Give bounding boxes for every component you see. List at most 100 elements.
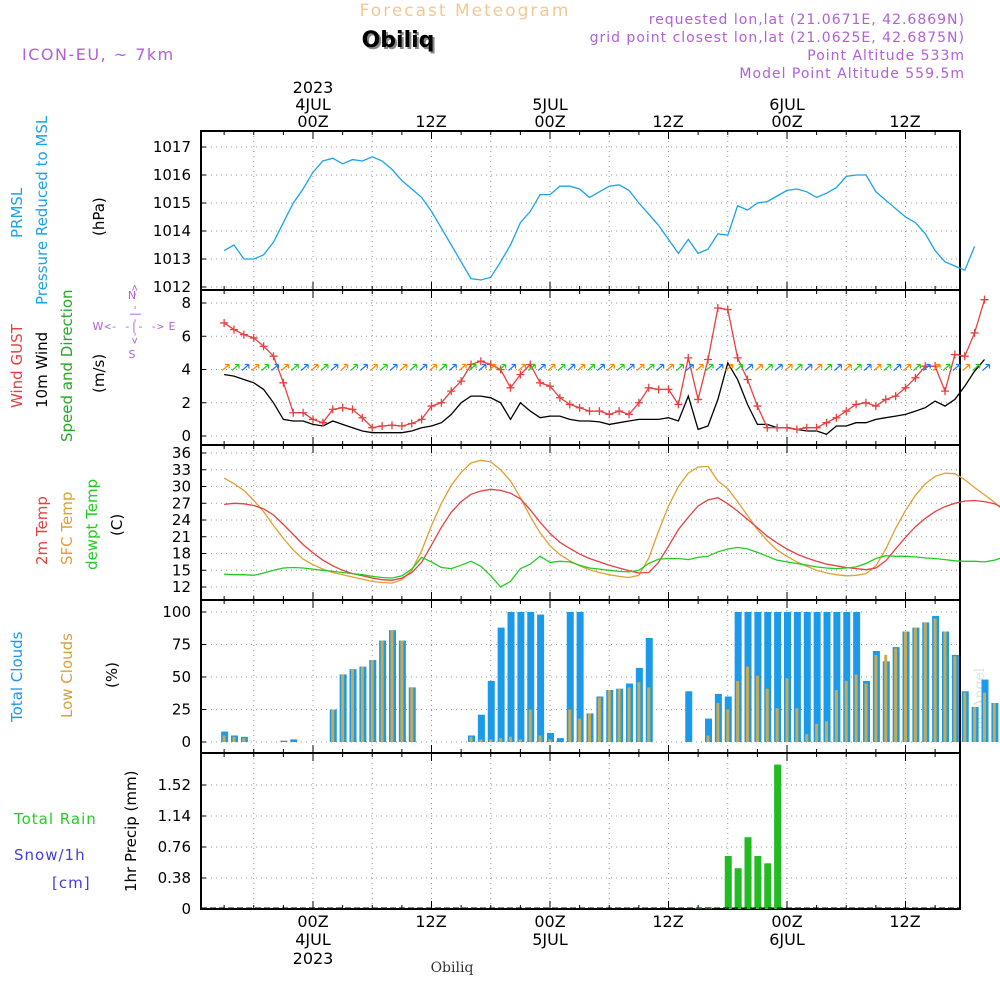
- wind-direction-arrow: [893, 363, 902, 371]
- wind-direction-arrow: [863, 363, 872, 371]
- gust-marker: [220, 318, 229, 327]
- wind-direction-arrow: [883, 363, 892, 371]
- gust-marker: [802, 423, 811, 432]
- wind-direction-arrow: [922, 363, 931, 371]
- y-tick-label: 15: [172, 561, 191, 579]
- wind-direction-arrow: [567, 363, 576, 371]
- total-clouds-bar: [487, 680, 495, 742]
- compass-rose: N S W E <- -|- -> <- -|- ->: [93, 284, 176, 361]
- wind-direction-arrow: [300, 363, 309, 371]
- wind-direction-arrow: [547, 363, 556, 371]
- y-tick-label: 6: [181, 327, 191, 345]
- gust-marker: [595, 407, 604, 416]
- low-clouds-bar: [578, 718, 582, 742]
- gust-marker: [299, 408, 308, 417]
- y-tick-label: 30: [172, 478, 191, 496]
- wind-direction-arrow: [399, 363, 408, 371]
- wind-direction-arrow: [320, 363, 329, 371]
- low-clouds-bar: [232, 736, 236, 742]
- top-time-axis: 2023 4JUL 5JUL 6JUL 00Z 12Z 00Z 12Z 00Z …: [293, 78, 921, 131]
- gust-marker: [792, 425, 801, 434]
- station-title-shadow: Obiliq: [364, 30, 437, 55]
- pressure-panel-labels: PRMSL Pressure Reduced to MSL (hPa): [8, 115, 108, 305]
- y-tick-label: 36: [172, 444, 191, 462]
- gust-marker: [664, 385, 673, 394]
- gust-marker: [704, 355, 712, 364]
- top-tick-label: 00Z: [534, 112, 565, 131]
- gust-marker: [743, 375, 752, 384]
- low-clouds-label: Low Clouds: [58, 633, 76, 718]
- total-clouds-bar: [527, 612, 535, 742]
- gust-marker: [625, 410, 633, 419]
- low-clouds-bar: [242, 738, 246, 742]
- total-clouds-bar: [774, 612, 782, 742]
- y-tick-label: 1015: [153, 194, 191, 212]
- pressure-msl-label: Pressure Reduced to MSL: [33, 115, 51, 305]
- low-clouds-bar: [597, 697, 601, 742]
- y-tick-label: 75: [172, 636, 191, 654]
- y-tick-label: 1014: [153, 222, 191, 240]
- gust-marker: [427, 402, 436, 411]
- wind-direction-arrow: [794, 363, 803, 371]
- wind-direction-arrow: [685, 363, 694, 371]
- low-clouds-bar: [351, 669, 354, 742]
- bottom-date-4jul: 4JUL: [295, 930, 331, 949]
- gust-marker: [338, 403, 347, 412]
- low-clouds-bar: [805, 734, 809, 742]
- gust-marker: [230, 325, 238, 334]
- wind-direction-arrow: [527, 363, 536, 371]
- wind-direction-arrow: [646, 363, 655, 371]
- gust-marker: [911, 373, 920, 382]
- low-clouds-bar: [469, 736, 473, 742]
- model-point-altitude: Model Point Altitude 559.5m: [739, 66, 965, 82]
- y-tick-label: 0.76: [158, 838, 191, 856]
- low-clouds-bar: [884, 654, 888, 742]
- gust-marker: [694, 395, 703, 404]
- clouds-unit: (%): [103, 662, 121, 688]
- snow-label: Snow/1h: [14, 846, 86, 864]
- low-clouds-bar: [410, 687, 414, 742]
- wind-direction-arrow: [488, 363, 497, 371]
- gust-marker: [723, 305, 732, 314]
- wind-direction-arrow: [606, 363, 615, 371]
- top-tick-label: 12Z: [652, 112, 683, 131]
- total-clouds-bar: [705, 718, 712, 742]
- wind-direction-arrow: [468, 363, 477, 371]
- rain-bar: [734, 868, 742, 909]
- wind-direction-arrow: [972, 363, 981, 371]
- low-clouds-bar: [588, 713, 591, 742]
- low-clouds-bar: [627, 687, 631, 742]
- y-tick-label: 50: [172, 668, 191, 686]
- total-clouds-bar: [813, 612, 821, 742]
- gust-marker: [585, 407, 594, 416]
- gust-marker: [555, 393, 564, 402]
- gust-marker: [763, 423, 772, 432]
- low-clouds-bar: [983, 692, 986, 742]
- low-clouds-bar: [726, 709, 730, 742]
- precip-panel-labels: Total Rain Snow/1h [cm] 1hr Precip (mm): [13, 771, 140, 892]
- wind-direction-arrow: [725, 363, 734, 371]
- y-tick-label: 33: [172, 461, 191, 479]
- total-clouds-bar: [784, 612, 791, 742]
- low-clouds-bar: [874, 654, 878, 742]
- bottom-date-5jul: 5JUL: [532, 930, 568, 949]
- top-tick-label: 12Z: [415, 112, 446, 131]
- wind-direction-arrow: [596, 363, 605, 371]
- gust-marker: [733, 353, 742, 362]
- faded-title: Forecast Meteogram: [360, 1, 571, 21]
- gust-marker: [862, 398, 870, 407]
- top-date-5jul: 5JUL: [532, 95, 568, 114]
- gust-marker: [318, 418, 327, 427]
- gust-marker: [871, 402, 880, 411]
- gust-marker: [783, 423, 791, 432]
- wind-direction-arrow: [626, 363, 635, 371]
- gust-marker: [536, 378, 545, 387]
- wind-direction-arrow: [715, 363, 724, 371]
- wind-direction-arrow: [804, 363, 813, 371]
- low-clouds-bar: [785, 678, 789, 742]
- low-clouds-bar: [834, 690, 838, 742]
- wind-direction-arrow: [280, 363, 289, 371]
- low-clouds-bar: [963, 692, 967, 742]
- gust-marker: [348, 405, 357, 414]
- wind-direction-arrow: [932, 363, 941, 371]
